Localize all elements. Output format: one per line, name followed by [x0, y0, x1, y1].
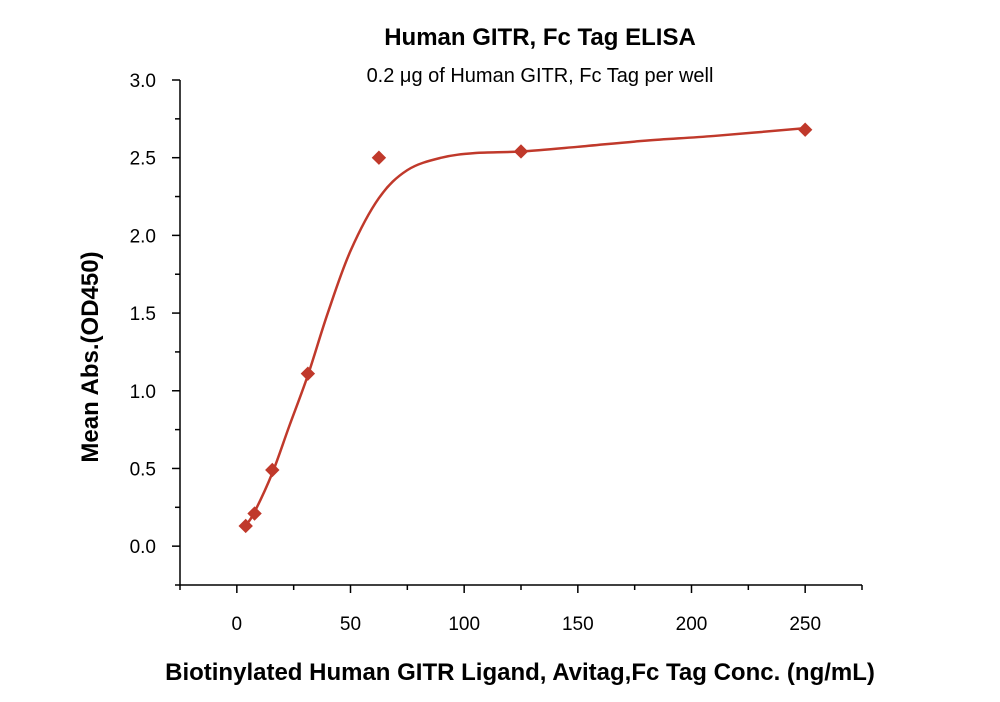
y-ticks: 0.0 0.5 1.0 1.5 2.0 2.5 3.0	[130, 71, 180, 586]
x-tick-label: 200	[676, 614, 708, 635]
fit-curve-group	[244, 126, 806, 527]
y-tick-label: 1.5	[130, 304, 156, 325]
chart-subtitle: 0.2 μg of Human GITR, Fc Tag per well	[367, 65, 714, 87]
x-tick-label: 100	[448, 614, 480, 635]
y-tick-label: 0.0	[130, 537, 156, 558]
y-tick-label: 1.0	[130, 382, 156, 403]
fit-curve-line	[244, 126, 806, 527]
y-axis-label: Mean Abs.(OD450)	[77, 251, 104, 462]
data-point-diamond	[371, 150, 387, 165]
x-tick-label: 0	[232, 614, 243, 635]
data-point-diamond	[300, 366, 316, 381]
x-tick-label: 50	[340, 614, 361, 635]
y-tick-label: 2.5	[130, 149, 156, 170]
y-tick-label: 0.5	[130, 459, 156, 480]
data-point-diamond	[238, 518, 253, 534]
data-points	[238, 122, 813, 534]
chart-title: Human GITR, Fc Tag ELISA	[384, 24, 696, 51]
x-ticks: 0 50 100 150 200 250	[179, 585, 863, 635]
y-tick-label: 3.0	[130, 71, 156, 92]
data-point-diamond	[797, 122, 813, 137]
data-point-diamond	[265, 462, 280, 478]
x-axis-label: Biotinylated Human GITR Ligand, Avitag,F…	[165, 659, 875, 686]
data-point-diamond	[247, 506, 262, 521]
x-tick-label: 250	[789, 614, 821, 635]
x-tick-label: 150	[562, 614, 594, 635]
y-tick-label: 2.0	[130, 226, 156, 247]
data-point-diamond	[513, 144, 529, 159]
